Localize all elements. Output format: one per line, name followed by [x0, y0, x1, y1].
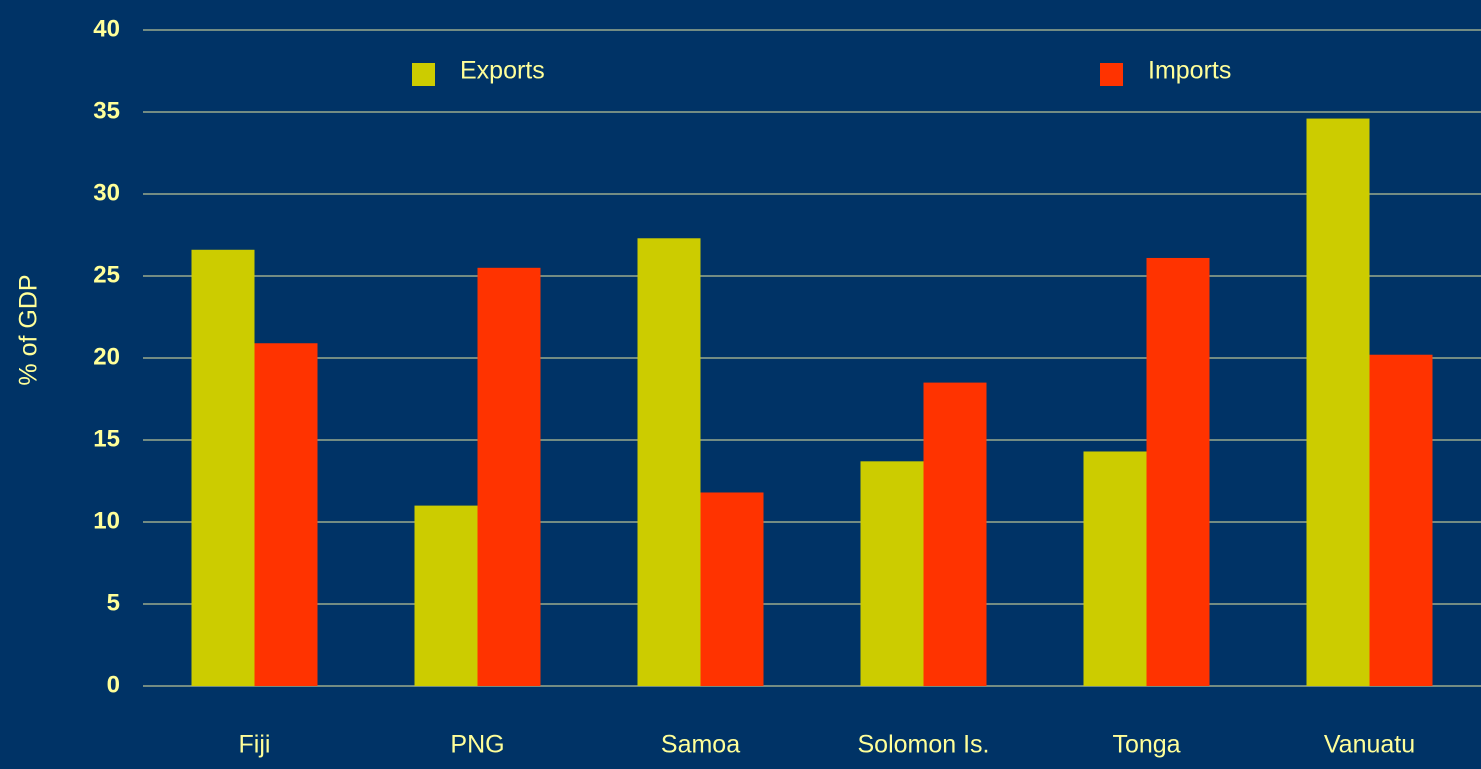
bar [254, 343, 318, 686]
bar [477, 267, 541, 686]
bar [1306, 118, 1370, 686]
bar [191, 249, 255, 686]
y-axis-label: % of GDP [15, 274, 43, 385]
legend-swatch [1100, 63, 1123, 86]
y-tick-label: 35 [93, 97, 120, 124]
x-tick-label: Solomon Is. [857, 731, 989, 759]
y-tick-label: 20 [93, 343, 120, 370]
y-tick-label: 30 [93, 179, 120, 206]
legend-label: Exports [460, 57, 545, 85]
y-tick-label: 0 [107, 671, 120, 698]
bar [1083, 451, 1147, 686]
y-tick-label: 5 [107, 589, 120, 616]
x-tick-label: PNG [450, 731, 504, 759]
x-tick-label: Fiji [239, 731, 271, 759]
bar [923, 382, 987, 686]
legend-label: Imports [1148, 57, 1231, 85]
y-tick-label: 40 [93, 15, 120, 42]
x-tick-label: Vanuatu [1324, 731, 1415, 759]
bar [1369, 354, 1433, 686]
bar [414, 505, 478, 686]
x-tick-label: Tonga [1112, 731, 1180, 759]
bar [637, 238, 701, 686]
bar [860, 461, 924, 686]
y-tick-label: 15 [93, 425, 120, 452]
bar [700, 492, 764, 686]
bar [1146, 257, 1210, 686]
y-tick-label: 10 [93, 507, 120, 534]
legend-swatch [412, 63, 435, 86]
x-tick-label: Samoa [661, 731, 740, 759]
y-tick-label: 25 [93, 261, 120, 288]
